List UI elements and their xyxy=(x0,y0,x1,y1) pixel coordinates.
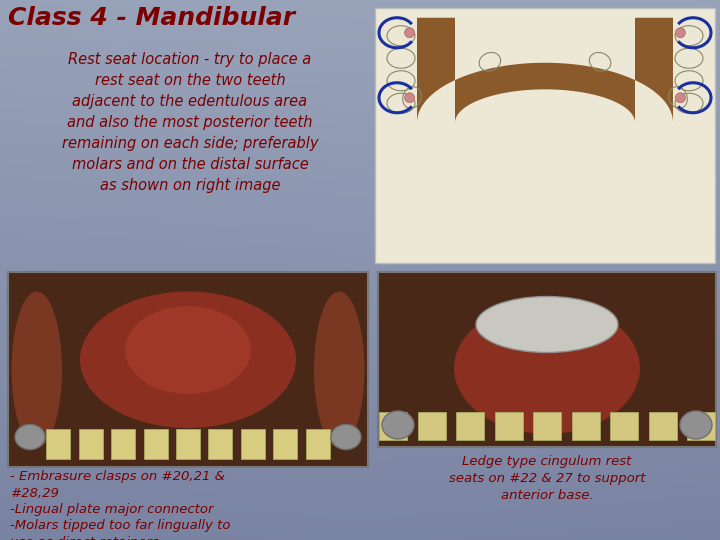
Circle shape xyxy=(405,93,415,103)
Bar xyxy=(176,429,200,459)
Ellipse shape xyxy=(12,292,62,448)
Text: Class 4 - Mandibular: Class 4 - Mandibular xyxy=(8,6,295,30)
Bar xyxy=(572,412,600,440)
Ellipse shape xyxy=(476,296,618,353)
Bar xyxy=(456,412,484,440)
Polygon shape xyxy=(417,18,673,123)
Bar xyxy=(240,429,265,459)
Bar xyxy=(208,429,233,459)
Bar xyxy=(533,412,561,440)
Bar xyxy=(111,429,135,459)
Bar xyxy=(143,429,168,459)
Bar xyxy=(8,272,368,467)
Bar xyxy=(78,429,103,459)
Ellipse shape xyxy=(680,411,712,439)
Text: Rest seat location - try to place a
rest seat on the two teeth
adjacent to the e: Rest seat location - try to place a rest… xyxy=(62,52,318,193)
Circle shape xyxy=(675,28,685,38)
Text: Ledge type cingulum rest
seats on #22 & 27 to support
anterior base.: Ledge type cingulum rest seats on #22 & … xyxy=(449,455,645,502)
Bar xyxy=(46,429,71,459)
Circle shape xyxy=(675,93,685,103)
Ellipse shape xyxy=(15,424,45,449)
Ellipse shape xyxy=(382,411,414,439)
Ellipse shape xyxy=(125,306,251,394)
Bar xyxy=(379,412,407,440)
Bar xyxy=(273,429,297,459)
Bar xyxy=(649,412,677,440)
Bar xyxy=(495,412,523,440)
Ellipse shape xyxy=(314,292,364,448)
Ellipse shape xyxy=(80,292,296,428)
Ellipse shape xyxy=(331,424,361,449)
Bar xyxy=(610,412,638,440)
Bar xyxy=(305,429,330,459)
Bar xyxy=(418,412,446,440)
Bar xyxy=(378,272,716,447)
Text: - Embrasure clasps on #20,21 &
#28,29
-Lingual plate major connector
-Molars tip: - Embrasure clasps on #20,21 & #28,29 -L… xyxy=(10,470,230,540)
Ellipse shape xyxy=(454,302,640,434)
Bar xyxy=(687,412,715,440)
Bar xyxy=(375,8,715,263)
Circle shape xyxy=(405,28,415,38)
